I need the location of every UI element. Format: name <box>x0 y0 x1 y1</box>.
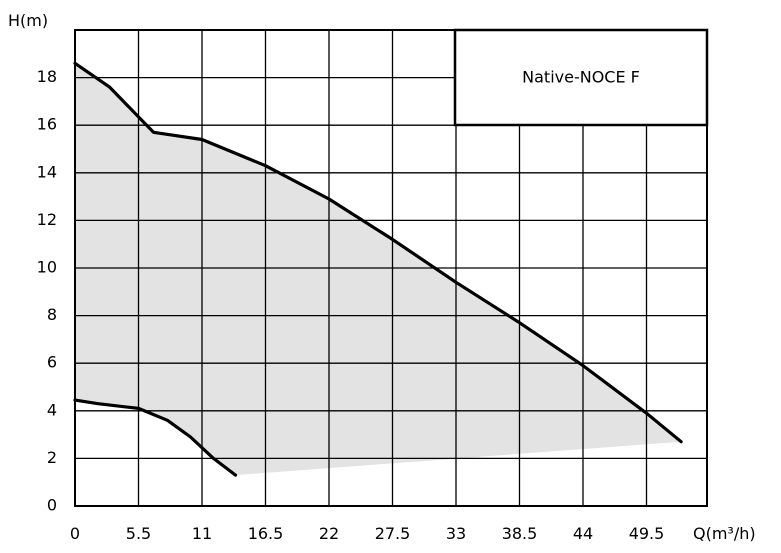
min-speed-curve <box>73 398 238 477</box>
y-tick-label: 6 <box>47 353 57 372</box>
x-tick-labels: 0 5.5 11 16.5 22 27.5 33 38.5 44 49.5 <box>70 524 664 543</box>
y-axis-title: H(m) <box>8 11 48 30</box>
y-tick-label: 16 <box>37 115 57 134</box>
x-tick-label: 49.5 <box>629 524 665 543</box>
y-tick-label: 4 <box>47 400 57 419</box>
x-tick-label: 5.5 <box>126 524 151 543</box>
x-tick-label: 27.5 <box>375 524 411 543</box>
x-tick-label: 0 <box>70 524 80 543</box>
curve-layer <box>73 61 683 477</box>
legend-label: Native-NOCE F <box>522 68 640 87</box>
y-tick-label: 12 <box>37 210 57 229</box>
x-axis-title: Q(m³/h) <box>693 524 756 543</box>
x-tick-label: 38.5 <box>502 524 538 543</box>
y-tick-label: 10 <box>37 258 57 277</box>
y-tick-labels: 0 2 4 6 8 10 12 14 16 18 <box>37 67 57 514</box>
y-tick-label: 8 <box>47 305 57 324</box>
operating-range-area-layer <box>75 63 682 476</box>
max-speed-curve <box>73 61 683 444</box>
plot-frame <box>74 29 708 507</box>
x-tick-label: 16.5 <box>248 524 284 543</box>
x-tick-label: 44 <box>573 524 593 543</box>
x-tick-label: 11 <box>192 524 212 543</box>
operating-range-area <box>75 63 682 476</box>
x-tick-label: 33 <box>446 524 466 543</box>
legend-frame <box>453 28 709 127</box>
y-tick-label: 0 <box>47 496 57 515</box>
legend-box: Native-NOCE F <box>453 28 709 127</box>
y-tick-label: 14 <box>37 162 57 181</box>
y-tick-label: 2 <box>47 448 57 467</box>
y-tick-label: 18 <box>37 67 57 86</box>
plot-frame-layer <box>74 29 708 507</box>
x-tick-label: 22 <box>319 524 339 543</box>
